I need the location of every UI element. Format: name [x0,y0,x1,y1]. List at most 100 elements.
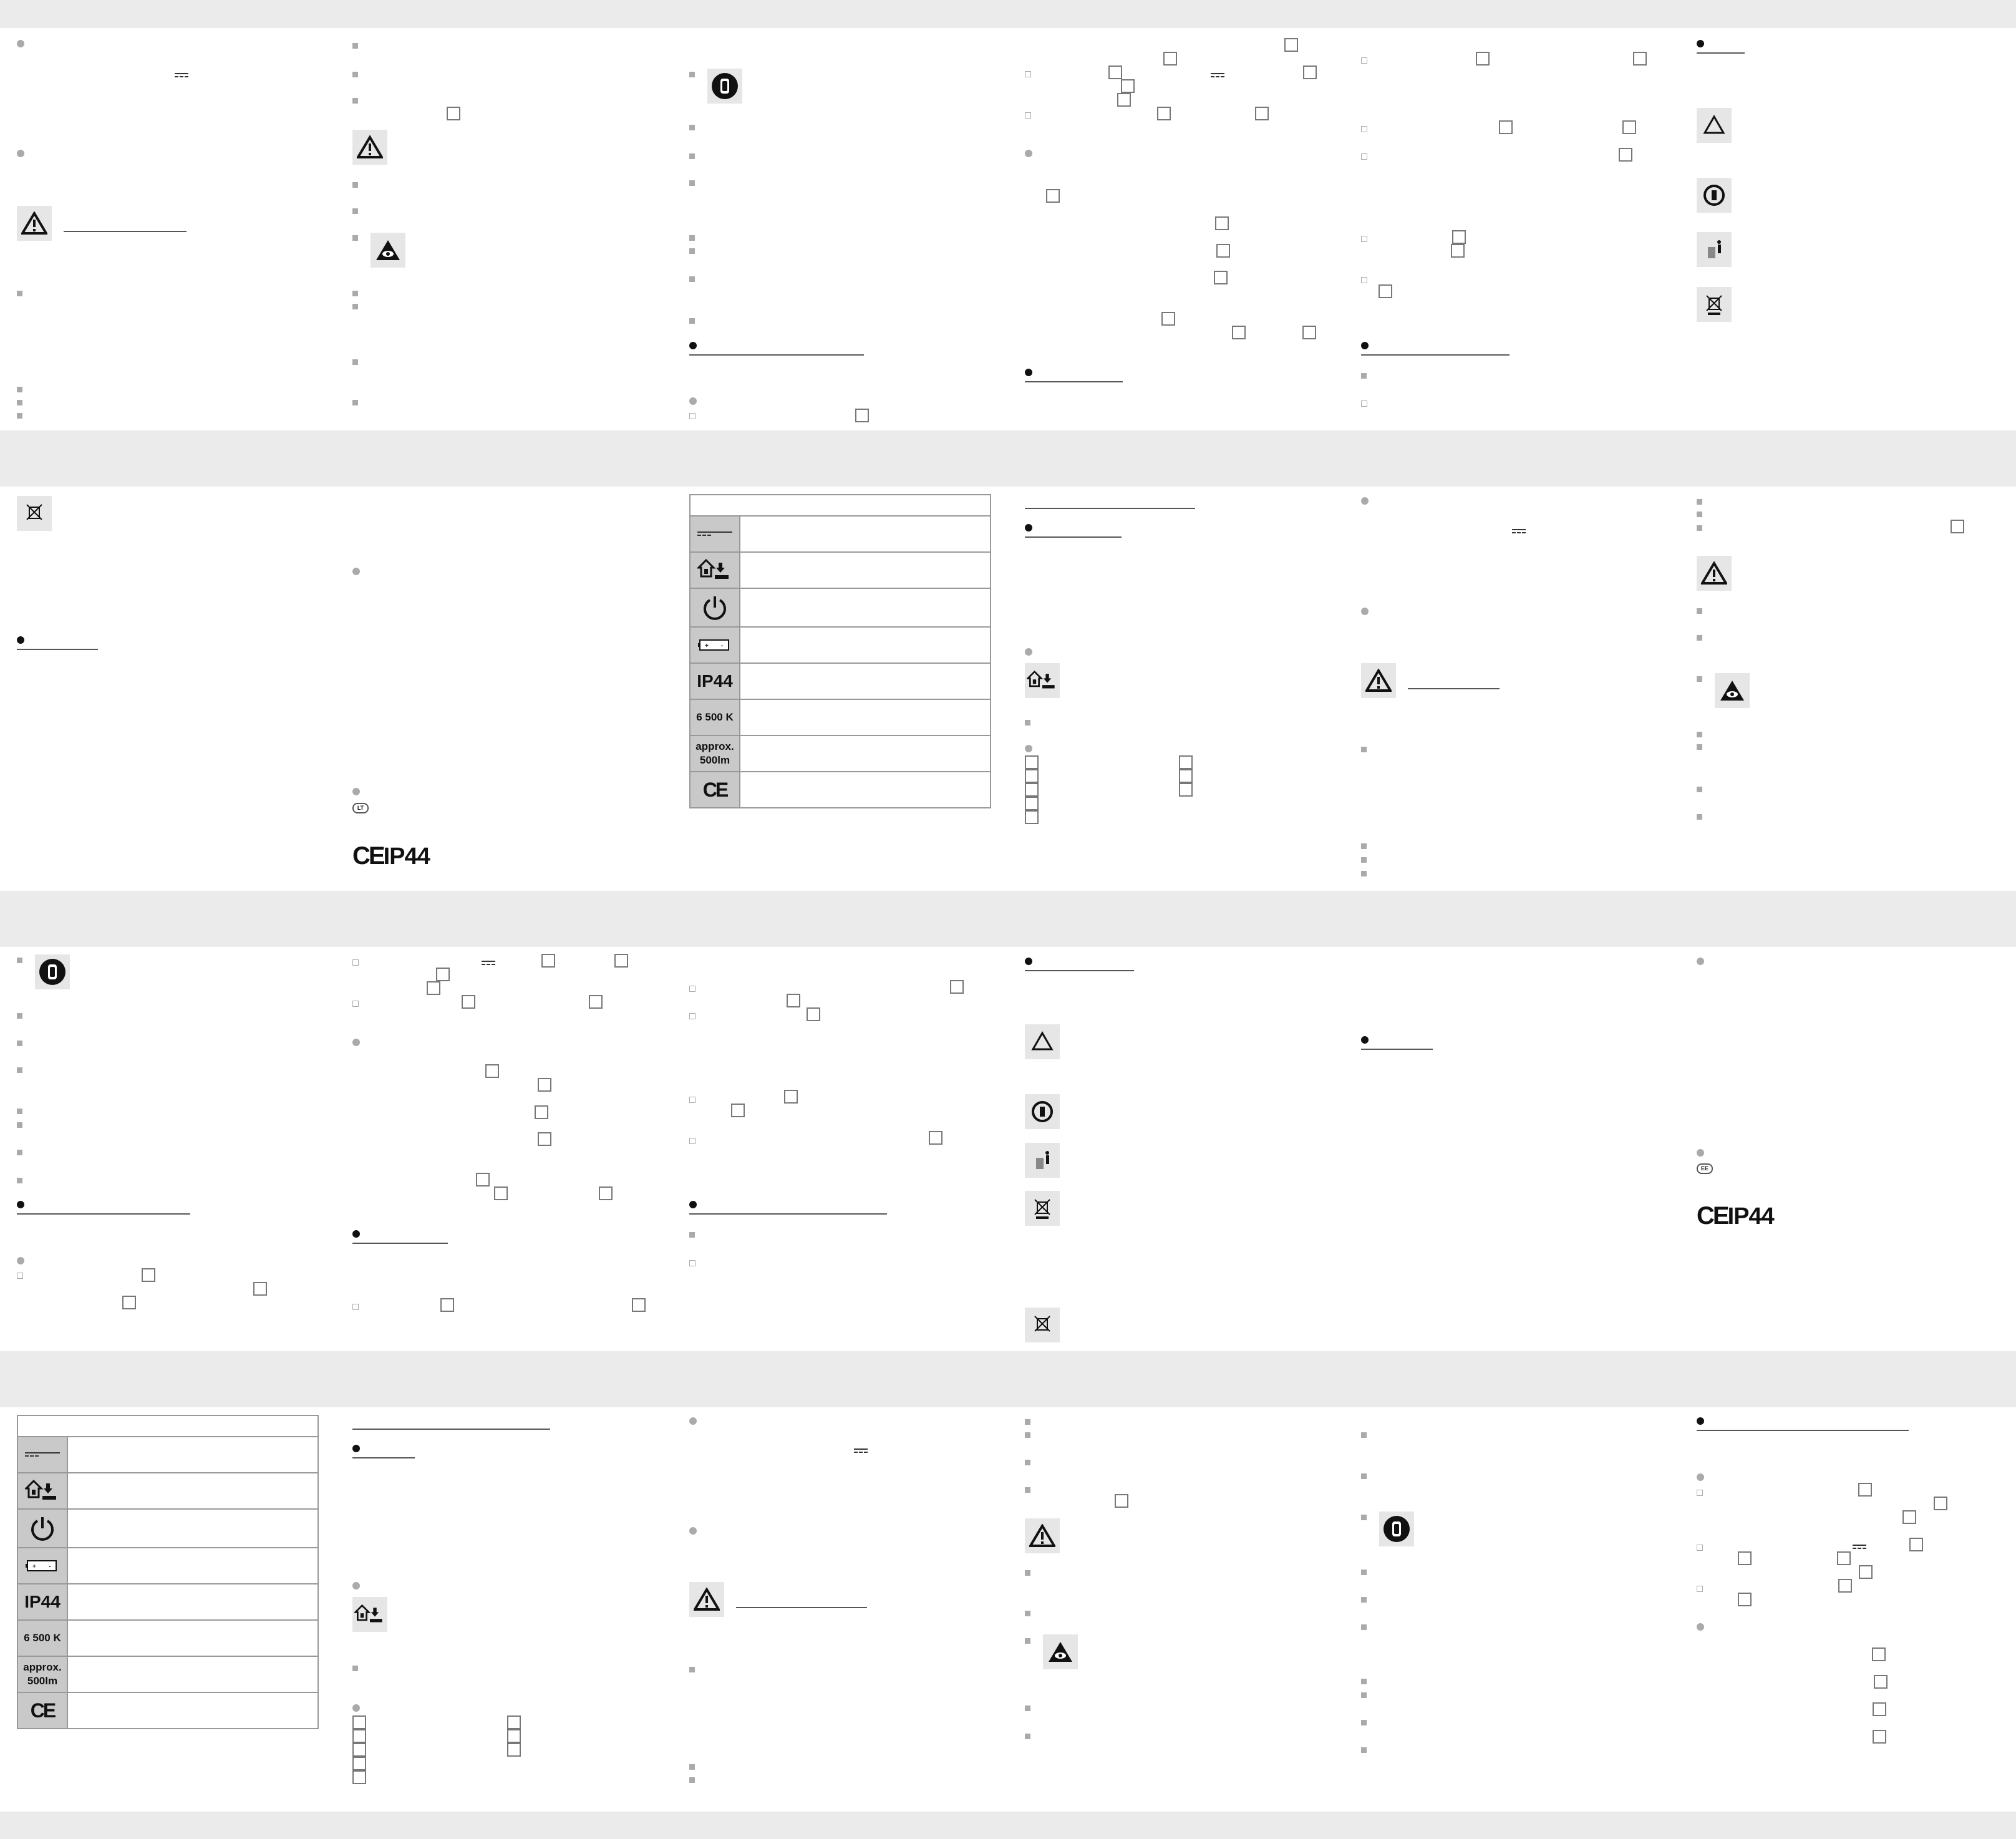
section-heading-line [736,1607,867,1608]
figure-ref-box [599,1186,613,1200]
figure-ref-box [1909,1538,1923,1551]
bullet [689,397,697,405]
figure-ref-box [122,1296,136,1309]
indoor-use-icon [697,558,729,579]
recycling-icon [1025,1024,1060,1059]
eye-protection-icon [1715,673,1750,708]
figure-ref-box [1379,284,1392,298]
indoor-use-icon [25,1479,56,1500]
figure-ref-box [476,1173,490,1186]
dc-symbol-icon [854,1448,868,1454]
bullet [1361,1624,1367,1630]
bullet [1361,1692,1367,1698]
bullet [689,1764,695,1770]
crossed-bin-icon [1697,287,1732,322]
sub-bullet [352,1304,359,1310]
bullet [1697,814,1702,820]
section-heading-line [689,354,864,356]
bullet [1697,732,1702,737]
page-band-4 [0,1407,2016,1812]
eye-protection-icon [371,233,405,268]
figure-ref-box [731,1104,745,1117]
section-heading-line [689,1213,887,1215]
figure-ref-box [1215,216,1229,230]
bullet [352,235,358,241]
section-heading-line [64,231,187,232]
bullet [1361,373,1367,379]
spec-row-color-temp: 6 500 K [18,1621,317,1657]
bullet [689,248,695,254]
section-heading-line [1025,970,1134,971]
figure-ref-box [541,954,555,968]
battery-recycle-icon [1697,178,1732,213]
dc-symbol-icon [1211,73,1224,79]
figure-ref-box [1859,1565,1873,1579]
language-code-badge: EE [1697,1163,1713,1174]
figure-ref-box [1108,66,1122,79]
bullet [689,72,695,77]
bullet [1025,1611,1030,1616]
figure-ref-box [1163,52,1177,66]
bullet [1025,1419,1030,1425]
figure-ref-box [1738,1551,1752,1565]
figure-ref-box [1738,1593,1752,1606]
bullet [352,98,358,104]
bullet [1025,1460,1030,1465]
figure-ref-box [538,1132,551,1146]
bullet [352,400,358,405]
luminous-flux: approx. 500lm [695,740,734,766]
svg-text:-: - [721,643,723,649]
figure-ref-box [1858,1483,1872,1497]
sub-bullet [689,1138,695,1144]
bullet [1697,608,1702,614]
ce-mark: CE [702,778,729,801]
spec-row-lumen: approx. 500lm [691,736,990,772]
section-bullet [689,342,697,349]
bullet [1025,720,1030,725]
bullet [1361,1679,1367,1684]
bullet [17,1067,22,1073]
bullet [689,1777,695,1783]
figure-ref-box [352,1729,366,1743]
bullet [352,291,358,296]
warning-icon [352,130,387,165]
figure-ref-box [1619,148,1632,162]
section-heading-line [17,649,98,650]
sub-bullet [1361,400,1367,407]
sub-bullet [1361,277,1367,283]
bullet [1361,1432,1367,1438]
sub-bullet [1697,1545,1703,1551]
ip-rating: IP44 [383,843,430,870]
figure-ref-box [253,1282,267,1296]
figure-ref-box [1873,1730,1886,1744]
bullet [352,359,358,365]
bullet [17,1122,22,1128]
warning-icon [1697,556,1732,591]
bullet [1025,1638,1030,1644]
figure-ref-box [1216,244,1230,258]
crossed-bin-icon [17,496,52,531]
spec-row-battery: + - [691,628,990,664]
bullet [1025,1706,1030,1711]
figure-ref-box [1837,1551,1851,1565]
bullet [17,958,22,963]
sub-bullet [1361,126,1367,132]
indoor-use-icon [1025,663,1060,698]
sub-bullet [352,1001,359,1007]
battery-recycle-icon [1025,1094,1060,1129]
bullet [1361,857,1367,863]
section-bullet [1361,342,1369,349]
bullet [689,1232,695,1238]
sub-bullet [1361,57,1367,64]
figure-ref-box [1025,797,1039,810]
sub-bullet [689,986,695,992]
section-heading-line [1361,354,1510,356]
figure-ref-box [632,1298,646,1312]
section-bullet [352,1230,360,1238]
spec-row-ce: CE [691,772,990,807]
spec-table-header [691,495,990,517]
battery-icon: + - [698,639,729,651]
ip-rating: IP44 [1727,1203,1775,1230]
sub-bullet [1697,1490,1703,1496]
figure-ref-box [807,1007,820,1021]
